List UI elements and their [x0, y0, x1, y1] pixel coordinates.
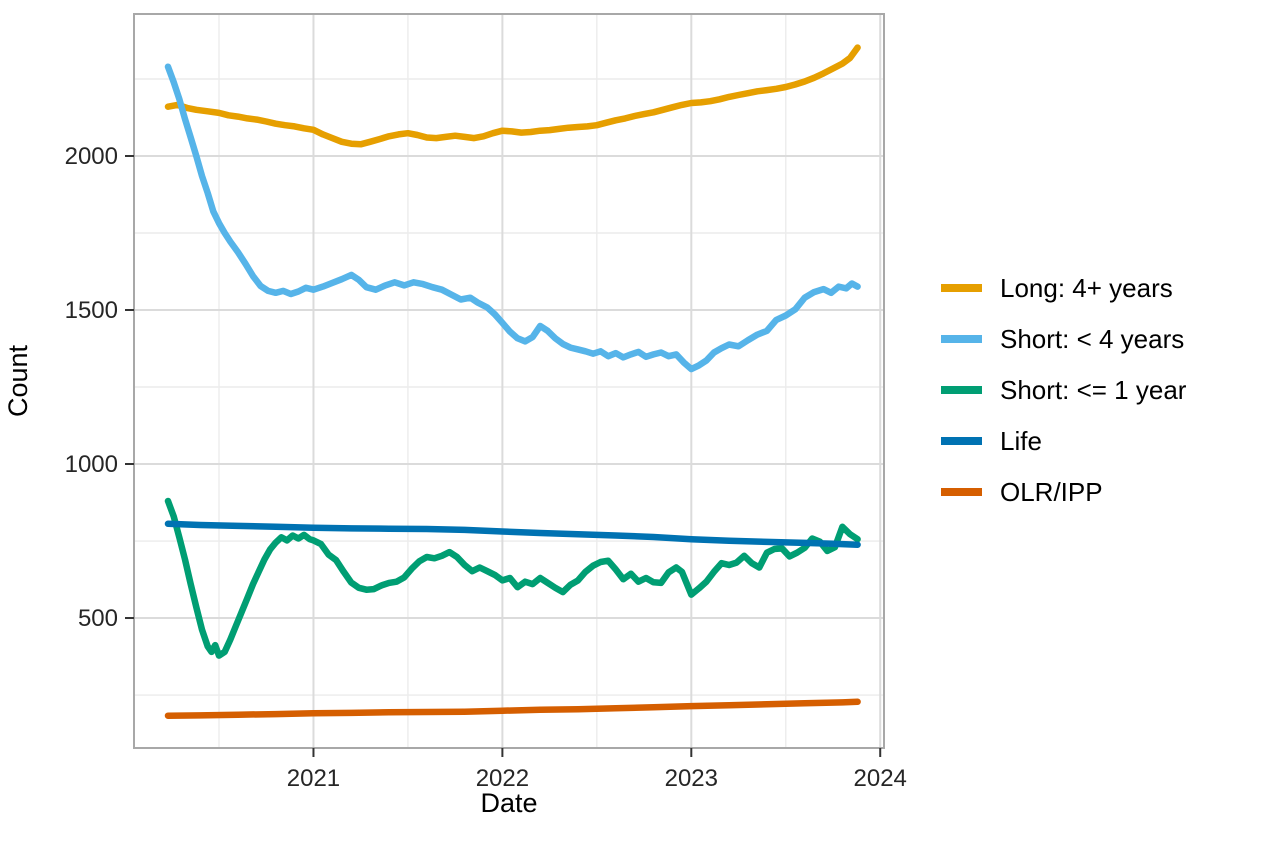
legend: Long: 4+ years Short: < 4 years Short: <= … — [941, 273, 1187, 507]
y-tick-label: 1500 — [65, 297, 118, 324]
x-axis-title: Date — [480, 788, 537, 818]
x-tick-label: 2023 — [665, 765, 718, 792]
x-tick-label: 2024 — [854, 765, 907, 792]
y-axis-title: Count — [3, 344, 33, 417]
series-line-short-4-years — [164, 63, 861, 373]
series-lines — [164, 44, 861, 719]
y-tick-label: 500 — [78, 605, 118, 632]
legend-item: Life — [941, 426, 1042, 456]
series-line-long-4-years — [164, 44, 861, 148]
series-line-life — [164, 520, 861, 548]
panel-frame — [133, 13, 885, 749]
legend-item: Short: < 4 years — [941, 324, 1184, 354]
legend-item: Short: <= 1 year — [941, 375, 1187, 405]
legend-item: OLR/IPP — [941, 477, 1103, 507]
legend-item-label: Long: 4+ years — [1000, 273, 1173, 303]
axis-ticks — [125, 154, 882, 757]
legend-item-label: Short: < 4 years — [1000, 324, 1184, 354]
legend-item: Long: 4+ years — [941, 273, 1173, 303]
y-tick-label: 1000 — [65, 451, 118, 478]
panel-border — [133, 13, 885, 749]
legend-item-label: Life — [1000, 426, 1042, 456]
legend-item-label: OLR/IPP — [1000, 477, 1103, 507]
gridlines — [134, 14, 884, 748]
x-tick-label: 2021 — [287, 765, 340, 792]
legend-item-label: Short: <= 1 year — [1000, 375, 1187, 405]
y-tick-label: 2000 — [65, 143, 118, 170]
series-line-short-1-year — [164, 497, 861, 659]
series-line-olr-ipp — [164, 698, 861, 719]
x-tick-label: 2022 — [476, 765, 529, 792]
axis-tick-labels: 2021 2022 2023 2024 500 1000 1500 2000 — [65, 143, 907, 792]
